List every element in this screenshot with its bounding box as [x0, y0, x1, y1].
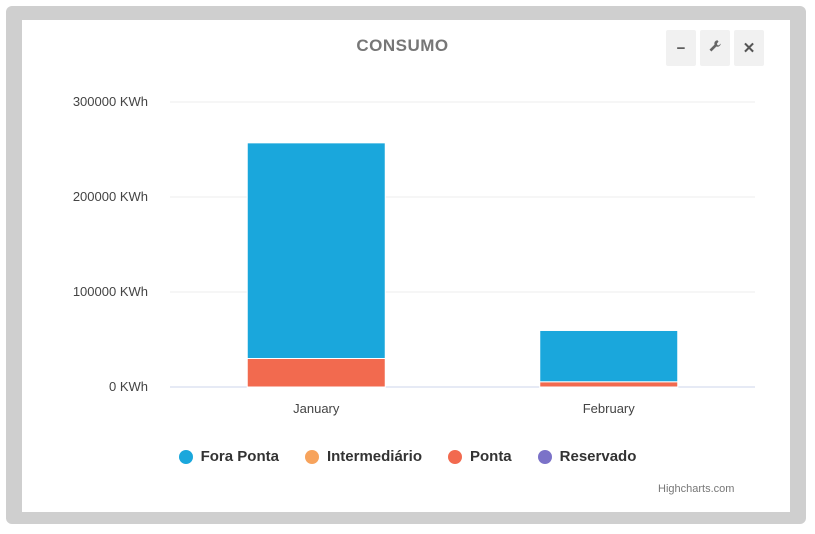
close-button[interactable]: ✕ — [734, 30, 764, 66]
minus-icon: − — [676, 39, 686, 57]
legend-marker — [304, 449, 319, 464]
legend-item[interactable]: Intermediário — [304, 448, 422, 465]
legend-label: Ponta — [469, 448, 512, 465]
legend-marker — [537, 449, 552, 464]
bar-segment[interactable] — [539, 381, 679, 388]
legend-label: Reservado — [559, 448, 637, 465]
legend-marker — [178, 449, 193, 464]
x-tick-label: January — [293, 401, 340, 416]
legend-item[interactable]: Reservado — [537, 448, 637, 465]
minimize-button[interactable]: − — [666, 30, 696, 66]
bars — [246, 142, 679, 388]
legend-marker — [447, 449, 462, 464]
chart-legend: Fora Ponta Intermediário Ponta Reservado — [0, 448, 815, 465]
close-icon: ✕ — [742, 40, 756, 57]
wrench-icon — [708, 39, 722, 57]
y-tick-label: 200000 KWh — [73, 189, 148, 204]
legend-label: Intermediário — [326, 448, 422, 465]
legend-item[interactable]: Ponta — [447, 448, 512, 465]
widget-toolbar: − ✕ — [666, 30, 764, 66]
legend-label: Fora Ponta — [200, 448, 279, 465]
credits-link[interactable]: Highcharts.com — [658, 483, 735, 495]
chart-title: CONSUMO — [356, 36, 449, 55]
bar-segment[interactable] — [539, 329, 679, 383]
x-tick-label: February — [583, 401, 636, 416]
bar-segment[interactable] — [246, 358, 386, 388]
y-tick-label: 100000 KWh — [73, 284, 148, 299]
axis-labels: 0 KWh 100000 KWh 200000 KWh 300000 KWh Janua… — [73, 94, 635, 416]
y-tick-label: 0 KWh — [109, 379, 148, 394]
y-tick-label: 300000 KWh — [73, 94, 148, 109]
bar-segment[interactable] — [246, 142, 386, 359]
settings-button[interactable] — [700, 30, 730, 66]
legend-item[interactable]: Fora Ponta — [178, 448, 279, 465]
